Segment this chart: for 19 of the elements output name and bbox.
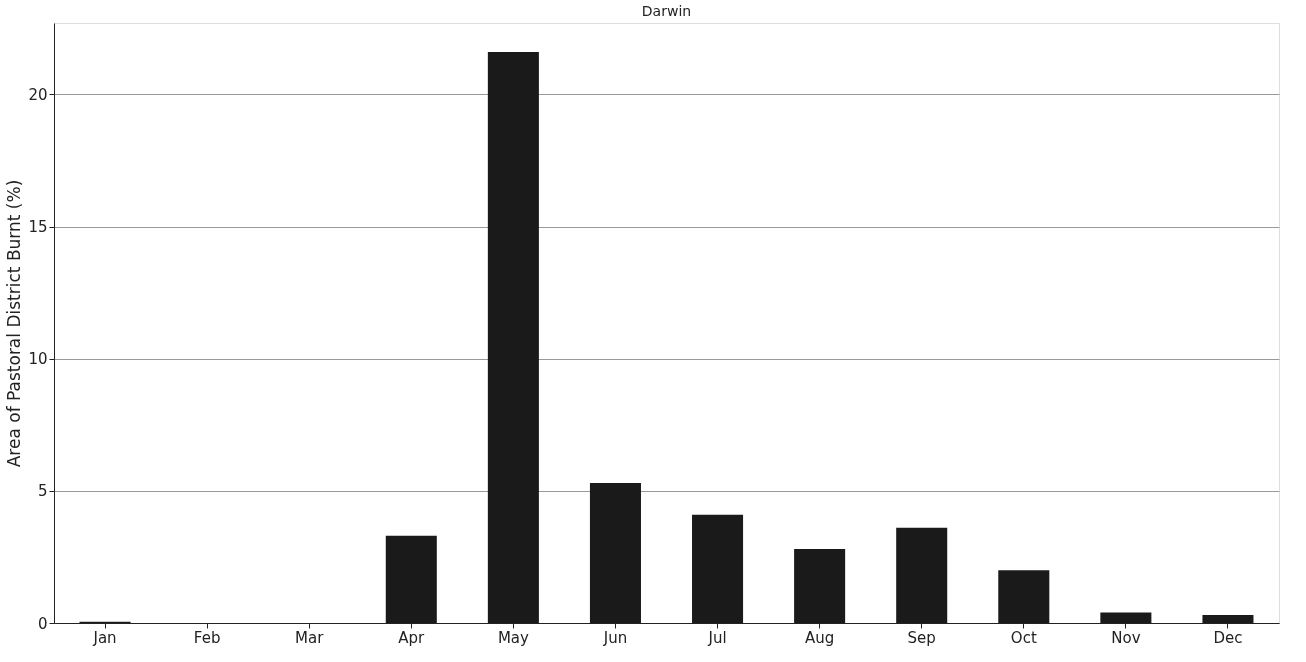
- y-tick-label: 0: [37, 614, 48, 633]
- x-tick-label: Nov: [1111, 628, 1141, 647]
- x-tick-label: Dec: [1213, 628, 1243, 647]
- y-tick-label: 20: [28, 85, 48, 104]
- x-tick-label: Jan: [92, 628, 117, 647]
- y-axis-title: Area of Pastoral District Burnt (%): [4, 179, 25, 468]
- x-tick-label: May: [497, 628, 529, 647]
- y-tick-label: 10: [28, 350, 48, 369]
- x-tick-label: Aug: [804, 628, 835, 647]
- x-tick-label: Mar: [295, 628, 325, 647]
- x-tick-label: Apr: [398, 628, 426, 647]
- y-tick-label: 15: [28, 218, 48, 237]
- x-tick-label: Feb: [193, 628, 221, 647]
- x-tick-label: Jul: [707, 628, 727, 647]
- y-tick-label: 5: [37, 482, 48, 501]
- x-tick-label: Sep: [907, 628, 936, 647]
- x-tick-label: Oct: [1010, 628, 1037, 647]
- chart-title: Darwin: [641, 3, 692, 19]
- x-tick-label: Jun: [602, 628, 628, 647]
